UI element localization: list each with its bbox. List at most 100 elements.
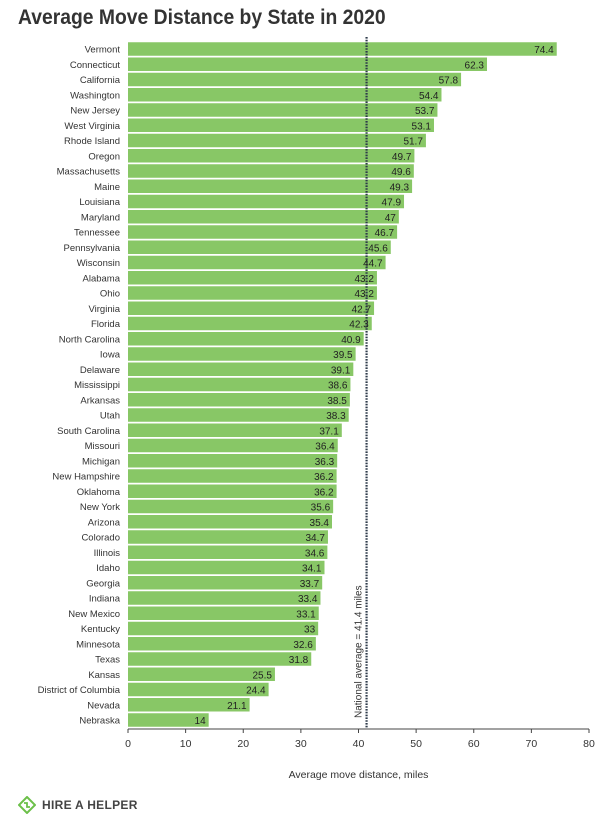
category-label: Kentucky (81, 624, 120, 635)
bar (128, 682, 269, 697)
bar (128, 301, 375, 315)
data-label: 36.4 (315, 442, 335, 453)
data-label: 36.2 (314, 472, 334, 483)
category-label: Michigan (82, 456, 120, 467)
category-label: Washington (70, 90, 120, 101)
bar (128, 347, 356, 361)
category-label: New Mexico (68, 609, 120, 620)
category-label: Virginia (88, 304, 120, 315)
x-tick-label: 50 (410, 738, 422, 750)
x-axis-label: Average move distance, miles (289, 769, 429, 781)
category-label: Florida (91, 319, 121, 330)
data-label: 34.7 (305, 533, 325, 544)
bar (128, 316, 372, 331)
category-label: Nevada (87, 700, 120, 711)
bar (128, 194, 405, 209)
category-label: District of Columbia (38, 685, 121, 696)
category-label: New York (80, 502, 120, 513)
data-label: 24.4 (246, 686, 266, 697)
bar (128, 271, 377, 285)
category-label: Maryland (81, 212, 120, 223)
category-label: Idaho (96, 563, 120, 574)
data-label: 53.7 (415, 106, 435, 117)
category-label: Vermont (85, 45, 121, 56)
brand-name: HIRE A HELPER (42, 798, 138, 812)
category-label: Nebraska (79, 716, 120, 727)
bar (128, 576, 323, 590)
data-label: 31.8 (289, 655, 309, 666)
data-label: 43.2 (354, 274, 374, 285)
bar (128, 408, 349, 422)
bar (128, 393, 350, 407)
data-label: 49.6 (391, 167, 411, 178)
category-label: Rhode Island (64, 136, 120, 147)
category-label: New Jersey (70, 106, 120, 117)
bar (128, 225, 398, 239)
bar (128, 240, 391, 254)
data-label: 36.3 (315, 457, 335, 468)
data-label: 43.2 (354, 289, 374, 300)
data-label: 32.6 (293, 640, 313, 651)
bar (128, 88, 442, 102)
chart-title: Average Move Distance by State in 2020 (18, 6, 386, 29)
data-label: 42.3 (349, 320, 369, 331)
bar (128, 713, 209, 727)
category-label: Colorado (81, 533, 120, 544)
data-label: 35.6 (311, 503, 331, 514)
data-label: 40.9 (341, 335, 361, 346)
category-label: Connecticut (70, 60, 121, 71)
hireahelper-logo-icon (18, 796, 36, 814)
data-label: 33 (304, 625, 316, 636)
data-label: 46.7 (375, 228, 395, 239)
bar (128, 423, 342, 437)
category-label: Louisiana (79, 197, 120, 208)
category-label: Mississippi (74, 380, 120, 391)
bar (128, 133, 426, 148)
x-tick-label: 10 (180, 738, 192, 750)
data-label: 57.8 (439, 76, 459, 87)
bar (128, 72, 462, 87)
data-label: 49.3 (390, 182, 410, 193)
category-label: Utah (100, 411, 120, 422)
bar (128, 591, 321, 605)
data-label: 38.3 (326, 411, 346, 422)
bar (128, 103, 438, 117)
category-label: West Virginia (64, 121, 120, 132)
bar (128, 377, 351, 392)
data-label: 47.9 (382, 198, 402, 209)
data-label: 25.5 (252, 670, 272, 681)
data-label: 21.1 (227, 701, 247, 712)
data-label: 38.6 (328, 381, 348, 392)
bar (128, 621, 319, 636)
bar (128, 652, 312, 666)
data-label: 49.7 (392, 152, 412, 163)
category-label: Alabama (83, 273, 121, 284)
category-label: Arkansas (80, 395, 120, 406)
data-label: 33.7 (300, 579, 320, 590)
category-label: South Carolina (57, 426, 121, 437)
bar (128, 667, 275, 681)
bar (128, 637, 316, 651)
bar (128, 469, 337, 483)
category-label: Oklahoma (77, 487, 121, 498)
x-tick-label: 20 (237, 738, 249, 750)
bar (128, 149, 415, 163)
bar (128, 362, 354, 376)
brand-logo: HIRE A HELPER (18, 796, 138, 814)
bar (128, 499, 334, 514)
bar (128, 255, 386, 270)
x-tick-label: 0 (125, 738, 131, 750)
category-label: Pennsylvania (63, 243, 120, 254)
data-label: 37.1 (319, 426, 339, 437)
x-tick-label: 70 (526, 738, 538, 750)
bar (128, 118, 434, 132)
x-tick-label: 30 (295, 738, 307, 750)
bar (128, 179, 413, 193)
category-label: Ohio (100, 289, 120, 300)
data-label: 74.4 (534, 45, 554, 56)
data-label: 54.4 (419, 91, 439, 102)
category-label: Arizona (88, 517, 121, 528)
data-label: 34.1 (302, 564, 322, 575)
category-label: Illinois (94, 548, 121, 559)
